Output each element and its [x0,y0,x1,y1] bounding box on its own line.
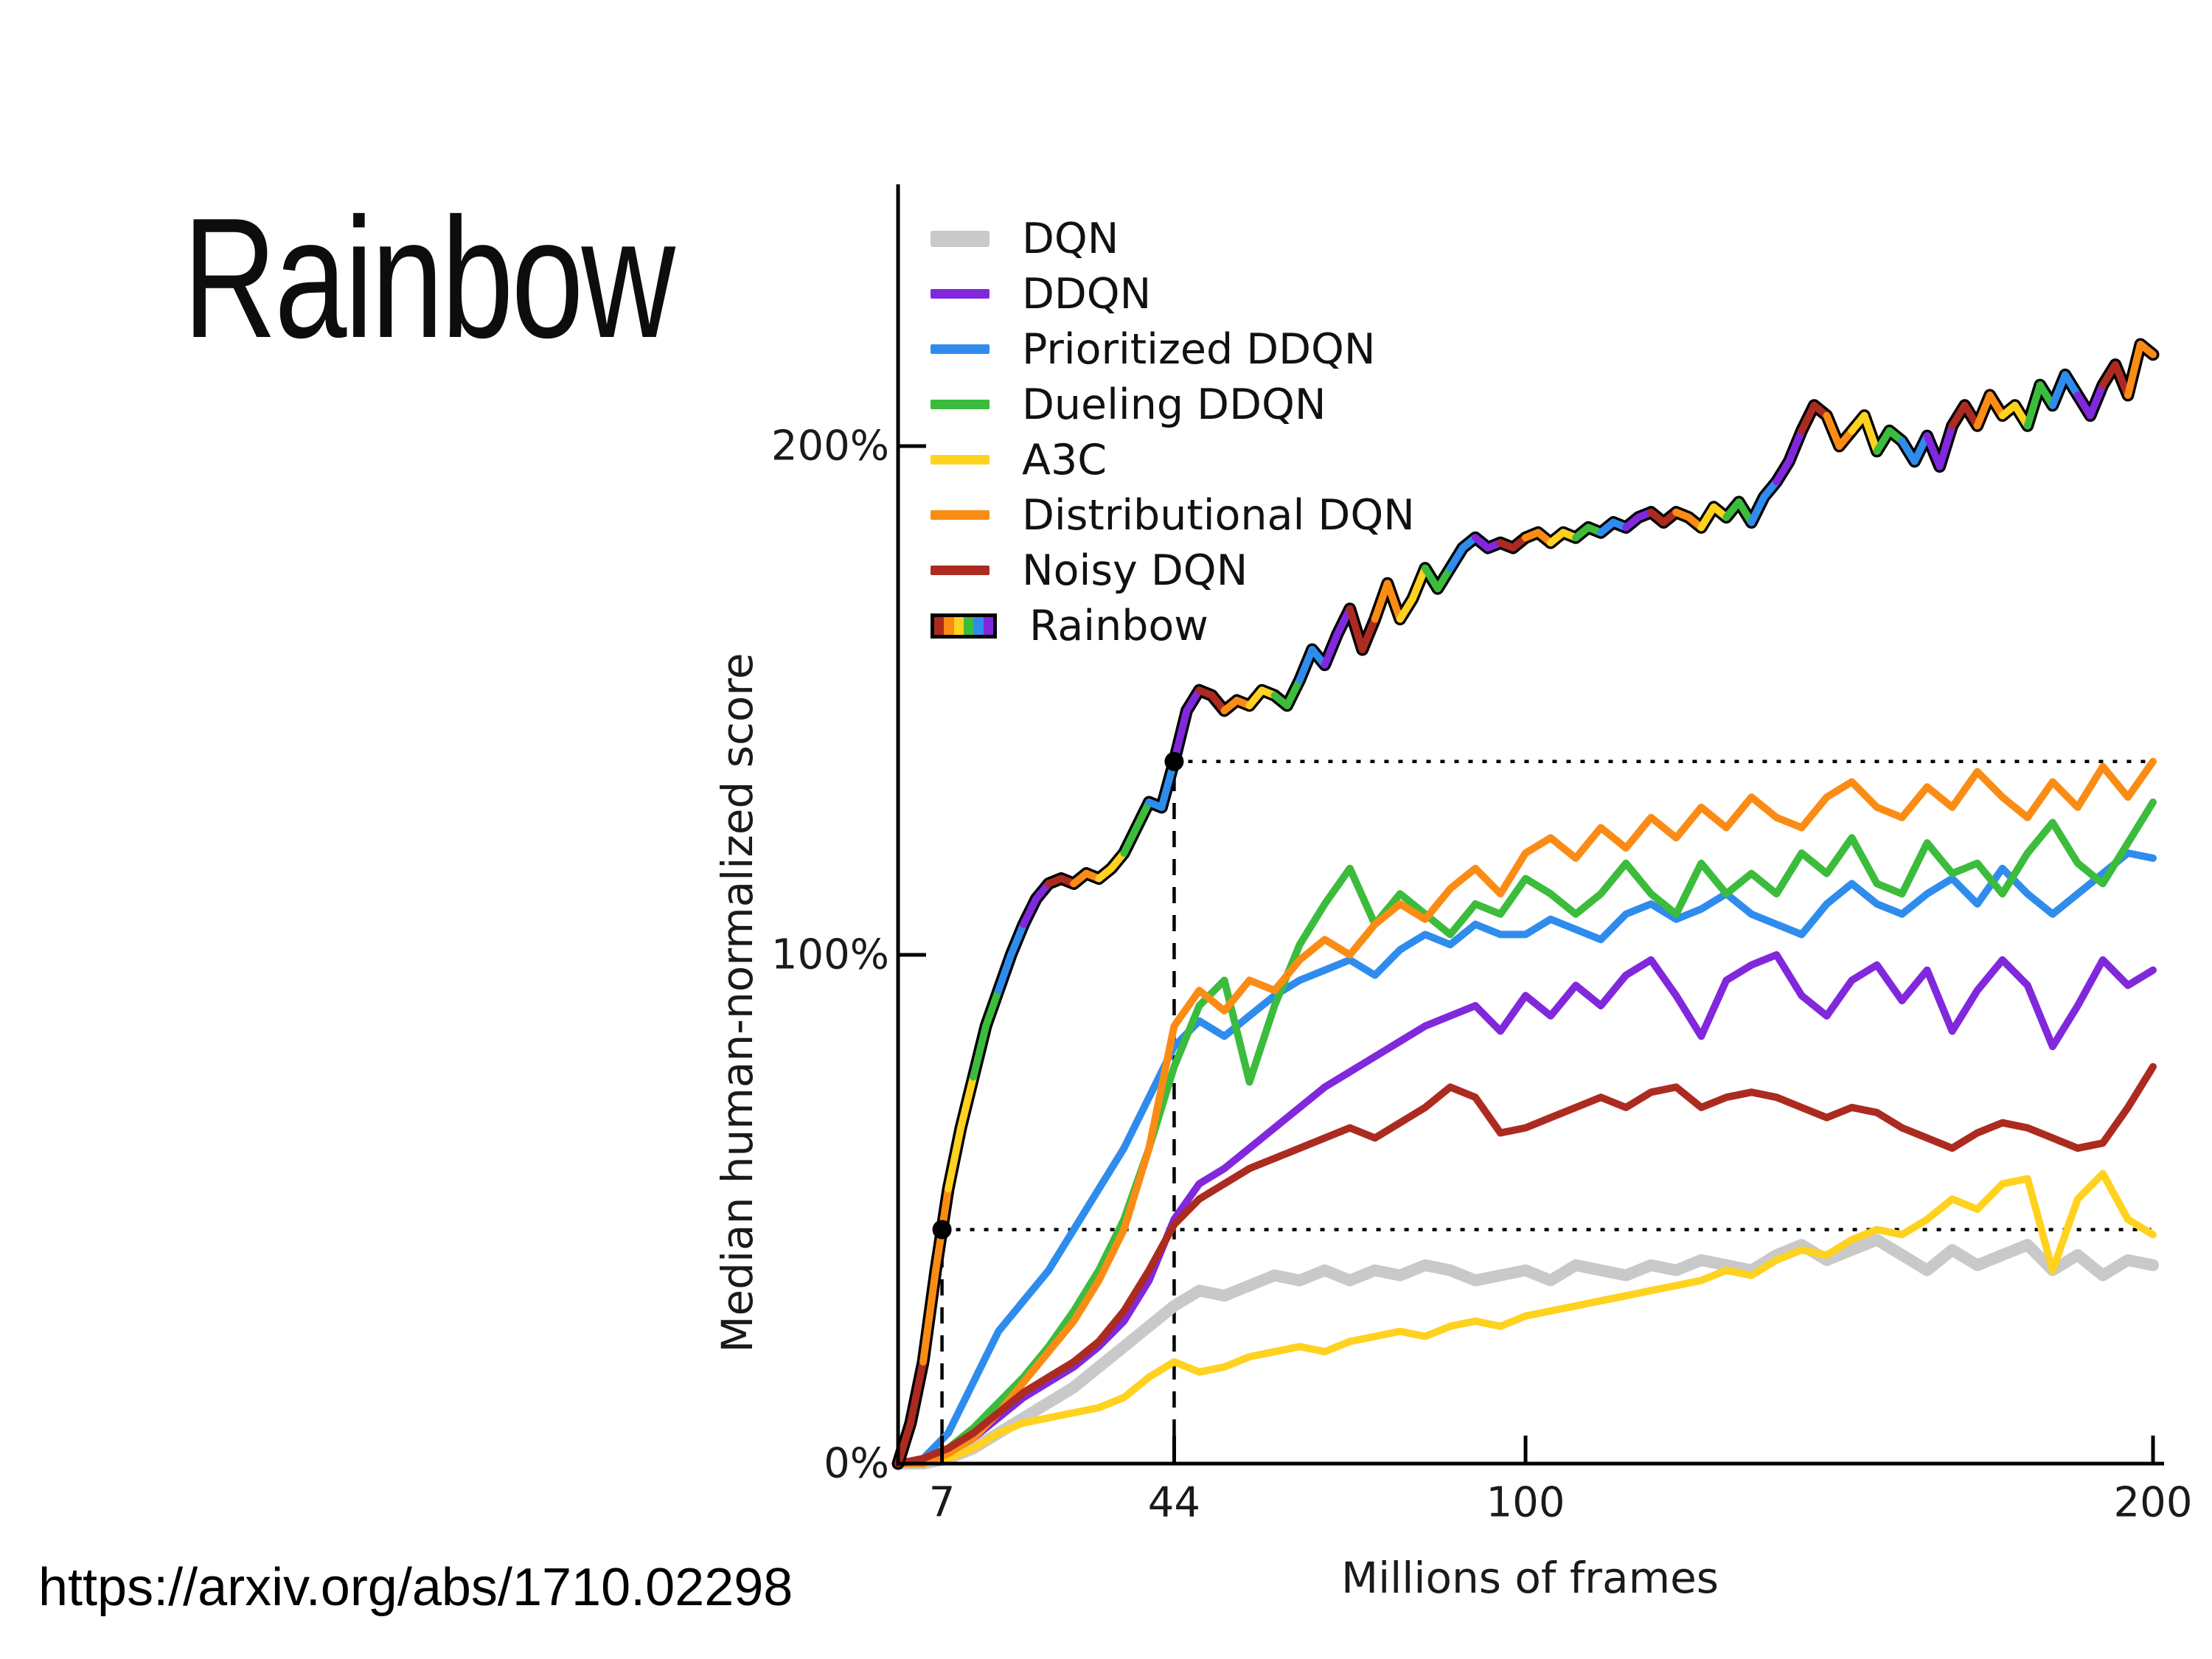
legend-item-dueling-ddqn: Dueling DDQN [931,377,1415,432]
series-line-rainbow-segment [1446,544,1467,572]
series-line-ddqn [894,951,2157,1467]
series-line-rainbow-segment [982,987,1003,1030]
legend-swatch-icon [931,455,990,465]
legend-swatch-icon [931,566,990,575]
series-line-dqn [892,1234,2159,1470]
y-tick-label: 200% [771,422,889,470]
series-line-rainbow-segment [1860,411,1881,455]
legend-swatch-icon [931,510,990,520]
series-line-rainbow-segment [945,1124,965,1193]
series-line-rainbow-segment [1697,503,1718,532]
series-line-rainbow-segment [970,1022,990,1081]
series-line-rainbow-segment [1396,595,1416,623]
legend-swatch-icon [931,400,990,409]
series-line-rainbow-segment [1321,630,1341,669]
series-line-rainbow-segment [957,1073,978,1132]
rainbow-stripe [963,616,974,635]
x-tick-label: 7 [928,1478,956,1527]
series-line-rainbow-segment [1346,605,1366,653]
legend-item-prioritized-ddqn: Prioritized DDQN [931,321,1415,377]
legend-item-rainbow: Rainbow [931,598,1415,653]
series-line-rainbow-segment [1798,401,1818,435]
series-line-rainbow-segment [1020,895,1040,928]
series-line-rainbow-segment [2048,371,2069,409]
rainbow-stripe [973,616,984,635]
legend-label: A3C [1022,435,1107,484]
legend-label: DDQN [1022,269,1152,319]
series-line-rainbow-segment [1007,920,1028,959]
series-line-rainbow-segment [2136,341,2157,358]
series-line-rainbow-segment [995,951,1015,995]
x-tick-label: 44 [1147,1478,1201,1527]
series-line-rainbow-segment [1747,493,1768,526]
legend-label: Dueling DDQN [1022,380,1326,429]
series-line-rainbow-segment [2061,371,2081,399]
series-line-rainbow-segment [2023,381,2044,430]
series-line-rainbow-segment [894,1419,915,1467]
series-line-rainbow-segment [1295,646,1316,684]
annotation-dot [932,1220,952,1239]
series-line-rainbow-segment [1873,427,1893,455]
legend-item-a3c: A3C [931,432,1415,487]
series-line-a3c [894,1169,2157,1467]
chart-legend: DQN DDQN Prioritized DDQN Dueling DDQN A3C Di… [931,211,1415,653]
legend-item-ddqn: DDQN [931,266,1415,321]
series-line-distributional-dqn [894,757,2157,1467]
legend-swatch-icon [931,344,990,354]
series-line-rainbow-segment [1773,457,1793,486]
y-tick-label: 0% [824,1439,889,1488]
rainbow-stripe [934,616,945,635]
rainbow-stripe [953,616,964,635]
series-line-rainbow-segment [1183,686,1203,714]
legend-swatch-icon [931,230,990,247]
series-line-rainbow-segment [1785,427,1806,465]
series-line-rainbow-segment [919,1266,940,1366]
series-line-rainbow-segment [2086,381,2107,420]
rainbow-stripe [944,616,954,635]
series-line-rainbow-segment [1935,422,1956,470]
series-line-rainbow-segment [1358,615,1379,653]
rainbow-stripe [983,616,993,635]
series-line-noisy-dqn [894,1062,2157,1467]
series-line-rainbow-segment [1371,580,1391,623]
legend-label: DQN [1022,214,1119,263]
y-axis-title: Median human-normalized score [712,653,762,1353]
series-line-rainbow-segment [1383,580,1404,623]
page-title: Rainbow [183,183,675,374]
legend-item-dqn: DQN [931,211,1415,266]
x-axis-title: Millions of frames [1341,1553,1719,1603]
legend-item-distributional-dqn: Distributional DQN [931,487,1415,543]
series-line-rainbow-segment [1133,799,1153,832]
x-tick-label: 100 [1486,1478,1565,1527]
source-url-link[interactable]: https://arxiv.org/abs/1710.02298 [38,1558,793,1617]
series-line-rainbow-segment [2124,341,2144,399]
legend-swatch-rainbow-icon [931,613,997,639]
series-line-rainbow-segment [1986,392,2006,420]
series-line-rainbow-segment [1120,824,1141,857]
series-line-rainbow-segment [1408,564,1429,602]
series-line-rainbow-segment [1973,392,1994,430]
series-line-rainbow-segment [1823,411,1843,450]
series-line-prioritized-ddqn [894,849,2157,1467]
series-line-rainbow-segment [1283,676,1304,709]
series-line-dueling-ddqn [894,799,2157,1467]
series-line-rainbow-segment [1433,564,1454,593]
legend-swatch-icon [931,289,990,299]
legend-label: Rainbow [1029,601,1208,650]
legend-label: Distributional DQN [1022,490,1415,540]
y-tick-label: 100% [771,931,889,979]
legend-label: Noisy DQN [1022,546,1248,595]
x-tick-label: 200 [2113,1478,2193,1527]
series-line-rainbow-segment [907,1358,928,1427]
annotation-dot [1164,751,1184,771]
legend-item-noisy-dqn: Noisy DQN [931,543,1415,598]
legend-label: Prioritized DDQN [1022,324,1376,374]
